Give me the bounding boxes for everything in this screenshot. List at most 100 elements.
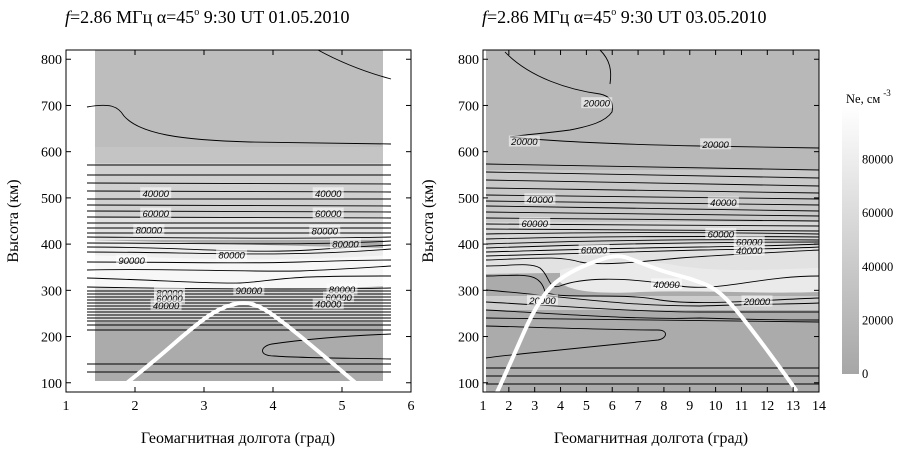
right-contour-label: 40000	[710, 198, 737, 209]
left-x-tick-label: 3	[201, 399, 208, 414]
left-contour-label-bg	[150, 299, 182, 311]
left-x-tick-label: 5	[339, 399, 346, 414]
right-x-tick-label: 5	[583, 399, 590, 414]
left-contour-label-bg	[233, 284, 265, 296]
left-contour-label: 80000	[136, 226, 163, 237]
left-y-axis-label: Высота (км)	[5, 179, 22, 262]
right-contour-label-bg	[508, 135, 540, 147]
left-y-tick-label: 600	[41, 146, 62, 161]
right-x-axis: 1 2 3 4 5 6 7 8 9 10 11 12 13 14	[480, 50, 826, 414]
right-y-tick-label: 700	[458, 99, 479, 114]
left-contour-label: 40000	[315, 189, 342, 200]
left-contour-label: 80000	[312, 227, 339, 238]
left-panel: f=2.86 МГц α=45o 9:30 UT 01.05.2010	[5, 7, 415, 447]
right-y-tick-label: 100	[458, 377, 479, 392]
right-x-axis-label: Геомагнитная долгота (град)	[554, 430, 748, 447]
right-x-tick-label: 4	[557, 399, 564, 414]
colorbar-gradient	[842, 106, 859, 374]
right-panel: f=2.86 МГц α=45o 9:30 UT 03.05.2010	[420, 7, 826, 447]
left-y-axis: 100 200 300 400 500 600 700 800	[41, 53, 411, 392]
left-contour-label: 40000	[315, 300, 342, 311]
right-contour-label-bg	[707, 196, 739, 208]
right-contour-label: 60000	[736, 237, 763, 248]
left-x-tick-label: 1	[63, 399, 70, 414]
colorbar-tick-label: 20000	[862, 313, 893, 327]
left-panel-title: f=2.86 МГц α=45o 9:30 UT 01.05.2010	[65, 7, 349, 27]
left-contour-label-bg	[116, 254, 148, 266]
right-y-tick-label: 400	[458, 238, 479, 253]
right-ray-path	[495, 254, 798, 394]
left-contour-field	[87, 50, 391, 381]
right-y-tick-label: 300	[458, 284, 479, 299]
left-contour-label-bg	[154, 292, 185, 304]
left-contour-label-bg	[329, 238, 361, 250]
right-y-tick-label: 800	[458, 53, 479, 68]
left-x-axis-label: Геомагнитная долгота (град)	[141, 430, 335, 447]
right-plot-frame	[482, 49, 820, 393]
right-x-tick-label: 14	[812, 399, 826, 414]
left-contour-label: 80000	[329, 285, 356, 296]
left-x-tick-label: 2	[132, 399, 139, 414]
left-ray-path	[113, 301, 369, 394]
left-contour-label: 40000	[153, 301, 180, 312]
left-plot-frame	[65, 49, 412, 393]
colorbar-tick-label: 60000	[862, 206, 893, 220]
right-contour-label-bg	[519, 217, 551, 229]
right-contour-label: 20000	[743, 297, 771, 308]
right-contour-label-bg	[578, 244, 610, 256]
right-contour-label: 60000	[708, 229, 735, 240]
left-contour-label-bg	[312, 207, 344, 219]
right-x-tick-label: 10	[709, 399, 723, 414]
left-y-tick-label: 400	[41, 238, 62, 253]
right-contour-label: 60000	[521, 219, 548, 230]
left-y-tick-label: 100	[41, 377, 62, 392]
right-x-tick-label: 2	[505, 399, 512, 414]
right-contour-label-bg	[581, 97, 613, 109]
right-y-tick-label: 600	[458, 146, 479, 161]
left-x-tick-label: 4	[270, 399, 277, 414]
left-contour-label: 60000	[142, 209, 169, 220]
left-contour-label: 80000	[332, 240, 359, 251]
left-contour-label: 90000	[118, 256, 145, 267]
left-y-tick-label: 500	[41, 192, 62, 207]
left-contour-label-bg	[154, 287, 185, 299]
right-contour-label: 20000	[510, 137, 538, 148]
left-x-tick-label: 6	[408, 399, 415, 414]
left-contour-label-bg	[140, 207, 172, 219]
right-contour-label-bg	[705, 227, 737, 239]
right-panel-title: f=2.86 МГц α=45o 9:30 UT 03.05.2010	[482, 7, 766, 27]
right-y-tick-label: 200	[458, 331, 479, 346]
left-y-tick-label: 800	[41, 53, 62, 68]
right-x-tick-label: 12	[760, 399, 774, 414]
left-contour-label-bg	[309, 225, 341, 237]
colorbar-label: Ne, см -3	[846, 88, 891, 106]
left-contour-label-bg	[216, 249, 248, 261]
left-contour-label: 80000	[218, 251, 245, 262]
right-contour-label-bg	[733, 244, 765, 256]
colorbar-tick-label: 80000	[862, 153, 893, 167]
left-contour-label: 90000	[236, 286, 263, 297]
right-contour-label: 20000	[583, 99, 611, 110]
left-contour-label: 40000	[142, 189, 169, 200]
right-contour-label-bg	[700, 138, 732, 150]
right-y-axis-label: Высота (км)	[420, 179, 437, 262]
colorbar-ticks: 0 20000 40000 60000 80000	[862, 153, 893, 381]
right-x-tick-label: 8	[660, 399, 667, 414]
left-y-tick-label: 700	[41, 99, 62, 114]
right-contour-label: 40000	[653, 280, 680, 291]
left-contour-label-bg	[140, 187, 172, 199]
right-x-tick-label: 7	[635, 399, 642, 414]
left-y-tick-label: 300	[41, 284, 62, 299]
right-contour-label: 20000	[701, 140, 729, 151]
right-contour-label-bg	[733, 235, 765, 247]
left-contour-labels: 40000 40000 60000 60000 80000 80000 80000 80000…	[116, 187, 361, 312]
colorbar-tick-label: 40000	[862, 260, 893, 274]
right-contour-label-bg	[651, 278, 683, 290]
left-contour-label-bg	[133, 224, 165, 236]
right-x-tick-label: 11	[735, 399, 748, 414]
left-x-axis: 1 2 3 4 5 6	[63, 50, 415, 414]
right-x-tick-label: 1	[480, 399, 487, 414]
right-contour-label-bg	[741, 295, 773, 307]
left-contour-label-bg	[326, 283, 358, 295]
